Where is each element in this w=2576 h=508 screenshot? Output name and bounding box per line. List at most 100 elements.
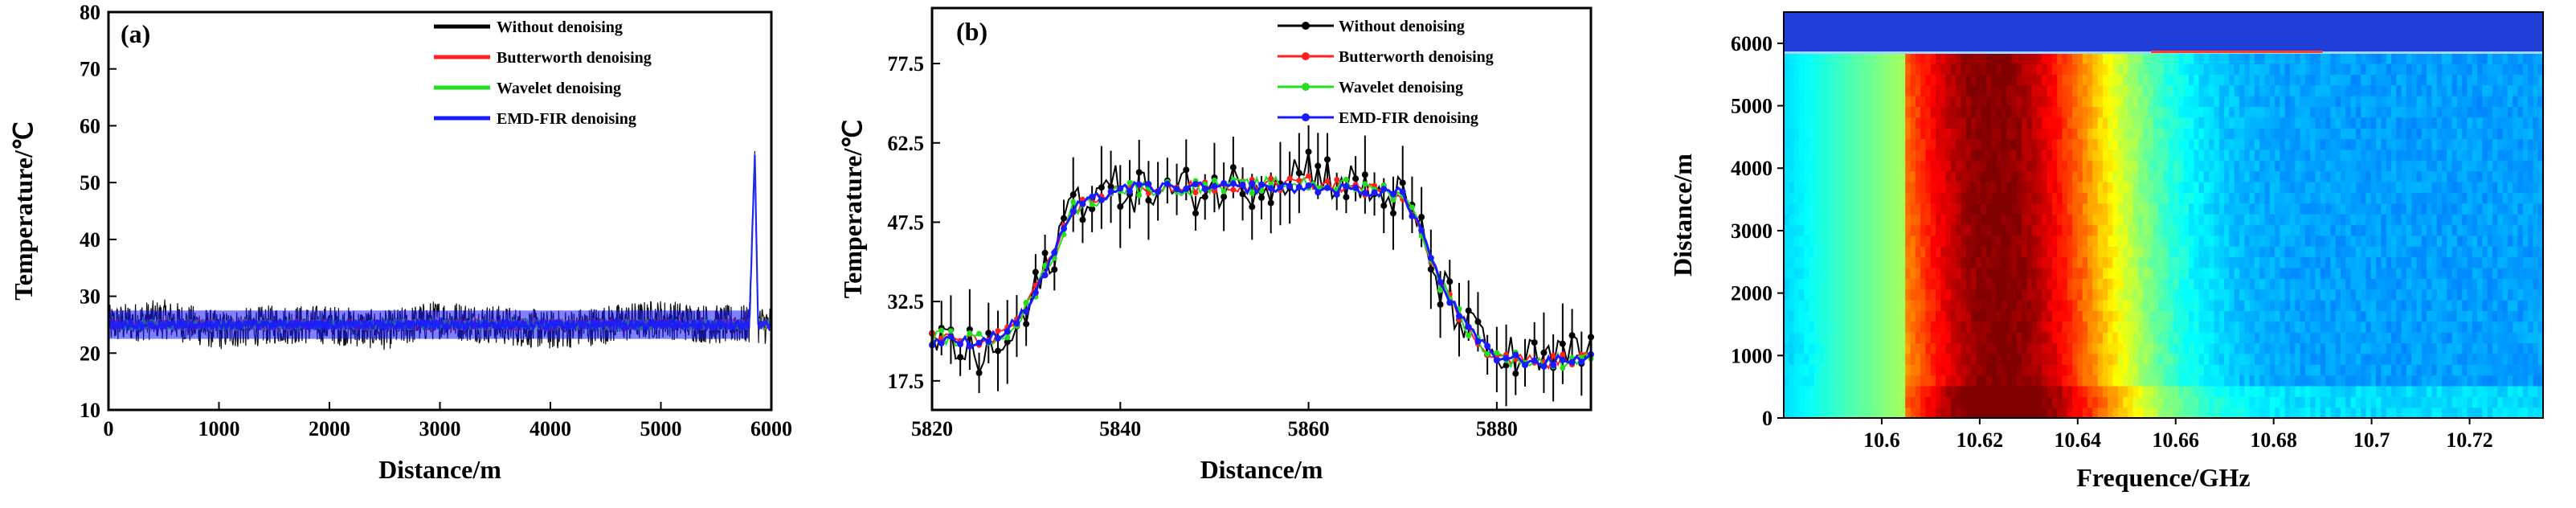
heatmap-cell	[1870, 385, 1875, 397]
heatmap-cell	[2416, 246, 2423, 258]
heatmap-cell	[2442, 203, 2447, 215]
heatmap-cell	[2269, 235, 2275, 247]
heatmap-cell	[2218, 385, 2225, 397]
heatmap-cell	[2477, 310, 2483, 322]
heatmap-cell	[2492, 117, 2498, 129]
heatmap-cell	[1875, 214, 1881, 225]
heatmap-cell	[1905, 128, 1912, 140]
heatmap-cell	[2522, 203, 2529, 215]
heatmap-cell	[2513, 375, 2519, 387]
data-point	[1427, 266, 1434, 273]
heatmap-cell	[2487, 214, 2493, 225]
heatmap-cell	[2112, 364, 2119, 376]
heatmap-cell	[1925, 289, 1932, 301]
heatmap-cell	[1824, 192, 1830, 204]
heatmap-cell	[1915, 364, 1921, 376]
heatmap-cell	[2001, 364, 2007, 376]
heatmap-cell	[1961, 396, 1967, 408]
heatmap-cell	[1986, 385, 1992, 397]
heatmap-cell	[2254, 149, 2260, 161]
heatmap-cell	[2203, 353, 2210, 365]
heatmap-cell	[2117, 407, 2124, 419]
heatmap-cell	[2513, 246, 2519, 258]
heatmap-cell	[2406, 364, 2412, 376]
heatmap-cell	[2234, 364, 2240, 376]
heatmap-cell	[1910, 342, 1916, 354]
heatmap-cell	[1981, 214, 1987, 225]
heatmap-cell	[1996, 181, 2002, 193]
heatmap-cell	[2153, 203, 2159, 215]
heatmap-cell	[1804, 310, 1810, 322]
heatmap-cell	[2290, 289, 2296, 301]
heatmap-cell	[2522, 278, 2529, 290]
heatmap-cell	[2123, 235, 2128, 247]
heatmap-cell	[2143, 385, 2149, 397]
heatmap-cell	[2148, 385, 2154, 397]
heatmap-cell	[2528, 300, 2533, 311]
heatmap-cell	[2507, 310, 2513, 322]
heatmap-cell	[2254, 203, 2260, 215]
heatmap-cell	[1879, 84, 1886, 96]
heatmap-cell	[2386, 300, 2392, 311]
heatmap-cell	[2517, 256, 2524, 268]
heatmap-cell	[2462, 138, 2468, 150]
heatmap-cell	[1819, 310, 1825, 322]
heatmap-cell	[2528, 203, 2533, 215]
heatmap-cell	[2031, 214, 2038, 225]
heatmap-cell	[2472, 170, 2478, 182]
heatmap-cell	[2198, 289, 2205, 301]
heatmap-cell	[2310, 289, 2316, 301]
heatmap-cell	[2102, 396, 2108, 408]
heatmap-cell	[2097, 235, 2104, 247]
heatmap-cell	[2295, 160, 2301, 172]
heatmap-cell	[2421, 342, 2427, 354]
heatmap-cell	[2062, 310, 2068, 322]
heatmap-cell	[1784, 214, 1789, 225]
heatmap-cell	[1829, 353, 1835, 365]
heatmap-cell	[1798, 396, 1805, 408]
heatmap-cell	[2046, 385, 2053, 397]
heatmap-cell	[2183, 96, 2190, 107]
heatmap-cell	[1793, 181, 1800, 193]
heatmap-cell	[1910, 364, 1916, 376]
heatmap-cell	[2427, 332, 2432, 344]
heatmap-cell	[2011, 181, 2018, 193]
data-point	[1494, 350, 1500, 356]
heatmap-cell	[2042, 375, 2048, 387]
data-point	[1446, 278, 1454, 285]
heatmap-cell	[2290, 192, 2296, 204]
heatmap-cell	[1859, 375, 1866, 387]
heatmap-cell	[2447, 364, 2453, 376]
heatmap-cell	[2062, 170, 2068, 182]
heatmap-cell	[2355, 332, 2361, 344]
heatmap-cell	[2284, 396, 2291, 408]
heatmap-cell	[2218, 149, 2225, 161]
heatmap-cell	[2350, 181, 2357, 193]
heatmap-cell	[1875, 224, 1881, 236]
heatmap-cell	[1920, 128, 1926, 140]
heatmap-cell	[2513, 278, 2519, 290]
heatmap-cell	[2117, 375, 2124, 387]
heatmap-cell	[1976, 342, 1982, 354]
heatmap-cell	[2244, 342, 2251, 354]
heatmap-cell	[2194, 321, 2200, 333]
heatmap-cell	[2072, 149, 2078, 161]
heatmap-cell	[2325, 332, 2331, 344]
heatmap-cell	[2203, 106, 2210, 118]
heatmap-cell	[1950, 385, 1957, 397]
heatmap-cell	[1965, 353, 1972, 365]
heatmap-cell	[2168, 310, 2174, 322]
heatmap-cell	[2112, 267, 2119, 279]
heatmap-cell	[1981, 181, 1987, 193]
heatmap-cell	[2209, 192, 2215, 204]
heatmap-cell	[2462, 332, 2468, 344]
heatmap-cell	[2517, 396, 2524, 408]
heatmap-cell	[1991, 149, 1997, 161]
heatmap-cell	[1854, 289, 1861, 301]
data-point	[1343, 182, 1350, 190]
heatmap-cell	[2507, 396, 2513, 408]
heatmap-cell	[1839, 106, 1846, 118]
heatmap-cell	[2218, 396, 2225, 408]
heatmap-cell	[2295, 300, 2301, 311]
heatmap-cell	[2381, 289, 2387, 301]
